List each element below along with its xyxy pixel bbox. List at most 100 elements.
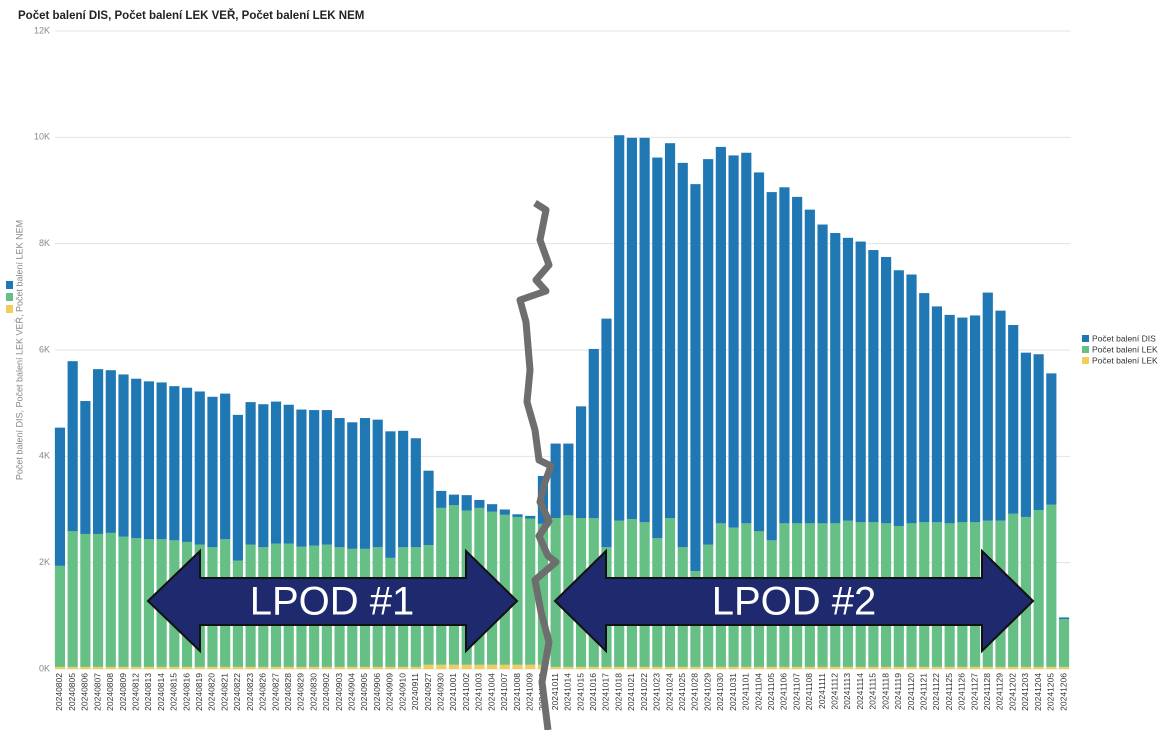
bar-segment [106,370,116,533]
bar-segment [1046,373,1056,504]
bar-segment [195,391,205,544]
x-tick-label: 20241030 [715,673,725,711]
legend-swatch [1082,335,1089,342]
bar-segment [487,504,497,511]
bar-segment [284,405,294,544]
x-tick-label: 20240904 [347,673,357,711]
x-tick-label: 20241202 [1007,673,1017,711]
bar-segment [80,534,90,667]
bar-segment [703,667,713,669]
bar-segment [881,667,891,669]
legend-label: Počet balení DIS [1092,333,1156,343]
bar-segment [767,192,777,540]
x-tick-label: 20241016 [588,673,598,711]
x-tick-label: 20240807 [92,673,102,711]
x-tick-label: 20240828 [283,673,293,711]
x-tick-label: 20241115 [868,673,878,710]
x-tick-label: 20241011 [550,673,560,710]
x-tick-label: 20241023 [652,673,662,711]
x-tick-label: 20240911 [410,673,420,710]
annotation: LPOD #1 [250,580,415,624]
x-tick-label: 20241024 [664,673,674,711]
x-tick-label: 20241126 [957,673,967,710]
x-tick-label: 20240821 [219,673,229,711]
bar-segment [55,428,65,566]
bar-segment [207,667,217,669]
bar-segment [385,667,395,669]
y-axis-title: Počet balení DIS, Počet balení LEK VEŘ, … [14,220,24,480]
bar-segment [754,172,764,531]
legend-swatch [1082,357,1089,364]
x-tick-label: 20241009 [524,673,534,711]
x-tick-label: 20240927 [423,673,433,711]
y-tick-label: 8K [39,238,50,248]
bar-segment [182,667,192,669]
x-tick-label: 20240830 [308,673,318,711]
bar-segment [157,667,167,669]
bar-segment [1021,353,1031,517]
x-tick-label: 20241017 [601,673,611,711]
x-tick-label: 20241206 [1058,673,1068,711]
bar-segment [906,275,916,524]
x-tick-label: 20240903 [334,673,344,711]
legend-label: Počet balení LEK VEŘ [1092,344,1158,354]
bar-segment [360,418,370,549]
bar-segment [652,158,662,539]
bar-segment [843,238,853,521]
bar-segment [741,667,751,669]
legend-mini-swatch [6,305,13,313]
bar-segment [322,410,332,545]
x-tick-label: 20240806 [80,673,90,711]
bar-segment [512,517,522,665]
x-tick-label: 20240910 [397,673,407,711]
x-tick-label: 20241022 [639,673,649,711]
bar-segment [220,394,230,540]
bar-segment [906,667,916,669]
bar-segment [970,667,980,669]
bar-segment [512,514,522,517]
bar-segment [716,147,726,523]
x-tick-label: 20241203 [1020,673,1030,711]
x-tick-label: 20241128 [982,673,992,710]
x-tick-label: 20241106 [779,673,789,710]
bar-segment [601,319,611,548]
bar-segment [271,667,281,669]
bar-segment [487,665,497,669]
x-tick-label: 20241118 [880,673,890,710]
x-tick-label: 20240805 [67,673,77,711]
bar-segment [309,667,319,669]
bar-segment [131,538,141,667]
x-tick-label: 20241021 [626,673,636,711]
bar-segment [373,420,383,548]
bar-segment [182,388,192,542]
bar-segment [233,667,243,669]
annotation: LPOD #2 [712,580,877,624]
bar-segment [68,531,78,667]
bar-segment [1034,667,1044,669]
x-tick-label: 20241025 [677,673,687,711]
bar-segment [157,382,167,539]
bar-segment [576,406,586,518]
bar-segment [436,491,446,508]
bar-segment [957,318,967,523]
bar-segment [601,667,611,669]
bar-segment [258,667,268,669]
bar-segment [805,667,815,669]
bar-segment [589,667,599,669]
x-tick-label: 20240815 [169,673,179,711]
x-tick-label: 20241129 [995,673,1005,710]
bar-segment [767,667,777,669]
bar-segment [144,667,154,669]
bar-segment [462,495,472,510]
x-tick-label: 20241014 [563,673,573,711]
bar-segment [614,135,624,520]
bar-segment [830,233,840,523]
bar-segment [1034,354,1044,510]
bar-segment [614,667,624,669]
bar-segment [423,471,433,545]
bar-segment [525,516,535,519]
bar-segment [894,667,904,669]
bar-segment [500,665,510,669]
bar-segment [436,665,446,669]
bar-segment [296,410,306,547]
